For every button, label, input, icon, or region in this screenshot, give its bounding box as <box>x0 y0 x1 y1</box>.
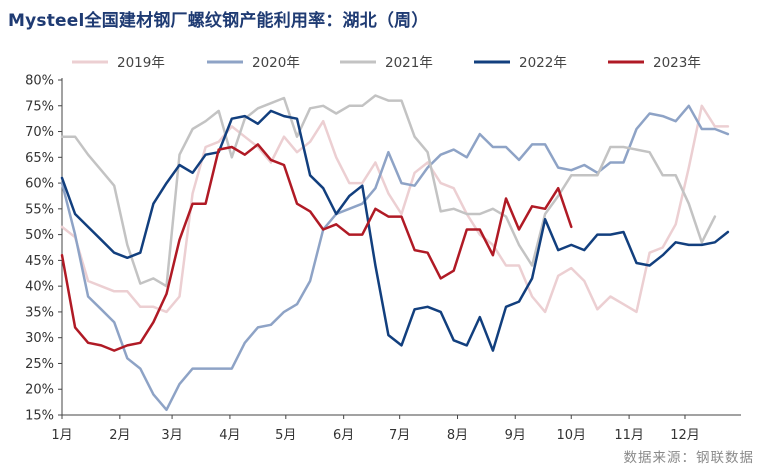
x-tick-label: 12月 <box>670 428 700 443</box>
legend-item-2020年: 2020年 <box>207 55 300 71</box>
y-tick-label: 40% <box>25 280 54 295</box>
y-tick-label: 70% <box>25 125 54 140</box>
legend-label: 2022年 <box>519 55 567 71</box>
y-tick-label: 35% <box>25 305 54 320</box>
axes <box>58 78 741 419</box>
y-tick-label: 50% <box>25 228 54 243</box>
x-tick-label: 7月 <box>389 428 410 443</box>
y-tick-label: 20% <box>25 383 54 398</box>
y-tick-label: 55% <box>25 202 54 217</box>
series-line-2021年 <box>60 94 717 288</box>
series-lines <box>60 94 730 412</box>
y-tick-label: 65% <box>25 151 54 166</box>
legend: 2019年 2020年 2021年 2022年 2023年 <box>72 55 701 71</box>
chart-title: Mysteel全国建材钢厂螺纹钢产能利用率：湖北（周） <box>8 11 429 31</box>
y-tick-label: 45% <box>25 254 54 269</box>
legend-label: 2023年 <box>653 55 701 71</box>
x-tick-label: 6月 <box>333 428 354 443</box>
y-tick-label: 80% <box>25 74 54 89</box>
y-tick-label: 25% <box>25 357 54 372</box>
y-tick-label: 30% <box>25 331 54 346</box>
series-line-2022年 <box>60 109 730 352</box>
legend-label: 2019年 <box>117 55 165 71</box>
legend-label: 2020年 <box>252 55 300 71</box>
legend-item-2022年: 2022年 <box>474 55 567 71</box>
series-line-2020年 <box>60 104 730 412</box>
x-tick-label: 8月 <box>447 428 468 443</box>
x-tick-label: 4月 <box>219 428 240 443</box>
x-tick-label: 5月 <box>275 428 296 443</box>
x-tick-label: 11月 <box>614 428 644 443</box>
x-tick-label: 9月 <box>505 428 526 443</box>
data-source: 数据来源：钢联数据 <box>623 450 754 466</box>
legend-item-2019年: 2019年 <box>72 55 165 71</box>
x-tick-label: 1月 <box>51 428 72 443</box>
y-tick-label: 75% <box>25 99 54 114</box>
tick-labels: 15% 20% 25% 30% 35% 40% 45% 50% 55% 60% 65% 70% 75% 8… <box>25 74 700 444</box>
series-line-2019年 <box>60 104 730 314</box>
legend-label: 2021年 <box>385 55 433 71</box>
y-tick-label: 60% <box>25 177 54 192</box>
x-tick-label: 3月 <box>161 428 182 443</box>
x-tick-label: 10月 <box>556 428 586 443</box>
y-tick-label: 15% <box>25 409 54 424</box>
x-tick-label: 2月 <box>109 428 130 443</box>
series-line-2023年 <box>60 143 573 352</box>
legend-item-2021年: 2021年 <box>340 55 433 71</box>
legend-item-2023年: 2023年 <box>608 55 701 71</box>
